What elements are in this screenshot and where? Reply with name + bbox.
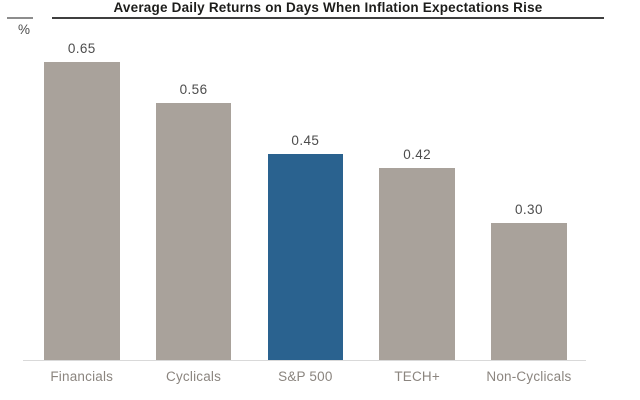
y-axis-unit-label: % <box>18 22 31 37</box>
bar-value-label: 0.56 <box>179 82 208 97</box>
category-label: Cyclicals <box>166 369 222 384</box>
bar-non-cyclicals <box>491 223 567 361</box>
bar-financials <box>44 62 120 361</box>
left-tick-line <box>7 17 33 19</box>
bar-value-label: 0.30 <box>515 202 543 217</box>
bar-value-label: 0.45 <box>291 133 320 148</box>
category-label: Financials <box>50 369 114 384</box>
title-underline <box>52 16 604 19</box>
x-axis-line <box>23 360 586 361</box>
bar-value-label: 0.42 <box>403 147 432 162</box>
bar-s-p-500 <box>267 154 344 361</box>
category-label: TECH+ <box>394 369 440 384</box>
bar-tech <box>379 168 455 361</box>
category-label: Non-Cyclicals <box>486 369 572 384</box>
bar-value-label: 0.65 <box>67 41 96 56</box>
chart-title: Average Daily Returns on Days When Infla… <box>113 0 543 15</box>
bar-cyclicals <box>155 103 232 361</box>
category-label: S&P 500 <box>278 369 333 384</box>
